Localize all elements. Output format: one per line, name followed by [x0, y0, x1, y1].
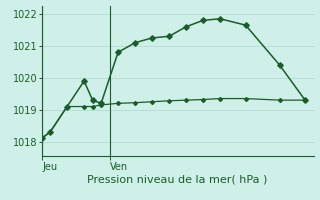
X-axis label: Pression niveau de la mer( hPa ): Pression niveau de la mer( hPa ) [87, 174, 268, 184]
